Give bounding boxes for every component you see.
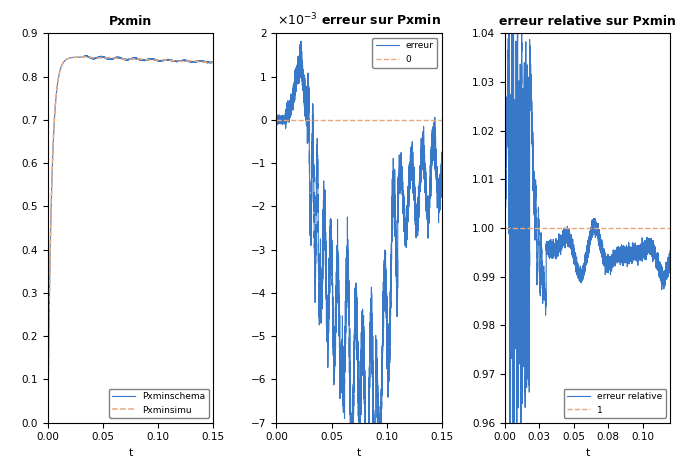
erreur relative (501, 228, 509, 234)
Line: erreur: erreur (276, 41, 442, 475)
Line: Pxminsimu: Pxminsimu (48, 57, 213, 423)
Pxminschema (63, 57, 71, 62)
Line: erreur relative: erreur relative (505, 0, 670, 475)
Pxminsimu (107, 55, 116, 61)
Pxminschema (44, 420, 52, 426)
Pxminsimu (73, 54, 81, 60)
Legend: Pxminschema, Pxminsimu: Pxminschema, Pxminsimu (109, 389, 209, 418)
erreur (297, 38, 305, 44)
Pxminschema (206, 60, 214, 66)
Pxminsimu (80, 54, 88, 59)
erreur (302, 107, 311, 113)
Pxminsimu (209, 59, 218, 65)
erreur relative (564, 239, 573, 245)
X-axis label: t: t (586, 448, 590, 458)
Pxminsimu (63, 57, 71, 62)
erreur (380, 304, 388, 309)
Legend: erreur relative, 1: erreur relative, 1 (564, 389, 666, 418)
erreur relative (666, 256, 674, 262)
erreur relative (624, 257, 633, 263)
Title: Pxmin: Pxmin (109, 15, 153, 28)
Pxminsimu (188, 58, 196, 64)
erreur relative (600, 259, 608, 265)
erreur (408, 164, 417, 170)
erreur (438, 167, 446, 173)
Line: Pxminschema: Pxminschema (48, 56, 213, 423)
erreur (371, 332, 380, 338)
Title: erreur relative sur Pxmin: erreur relative sur Pxmin (499, 15, 676, 28)
Pxminschema (114, 55, 122, 60)
erreur (272, 114, 280, 119)
X-axis label: t: t (129, 448, 133, 458)
Pxminschema (81, 53, 90, 58)
Pxminsimu (44, 420, 52, 426)
erreur (396, 167, 404, 172)
erreur relative (637, 248, 645, 254)
Pxminsimu (114, 56, 122, 61)
erreur (336, 340, 344, 345)
Pxminsimu (206, 59, 214, 65)
X-axis label: t: t (357, 448, 361, 458)
erreur relative (608, 257, 616, 263)
Title: $\times10^{-3}$ erreur sur Pxmin: $\times10^{-3}$ erreur sur Pxmin (277, 11, 441, 28)
erreur relative (531, 229, 539, 235)
Pxminschema (107, 57, 116, 62)
Pxminschema (209, 59, 218, 65)
Legend: erreur, 0: erreur, 0 (373, 38, 437, 67)
Pxminschema (73, 54, 81, 60)
Pxminschema (188, 59, 196, 65)
